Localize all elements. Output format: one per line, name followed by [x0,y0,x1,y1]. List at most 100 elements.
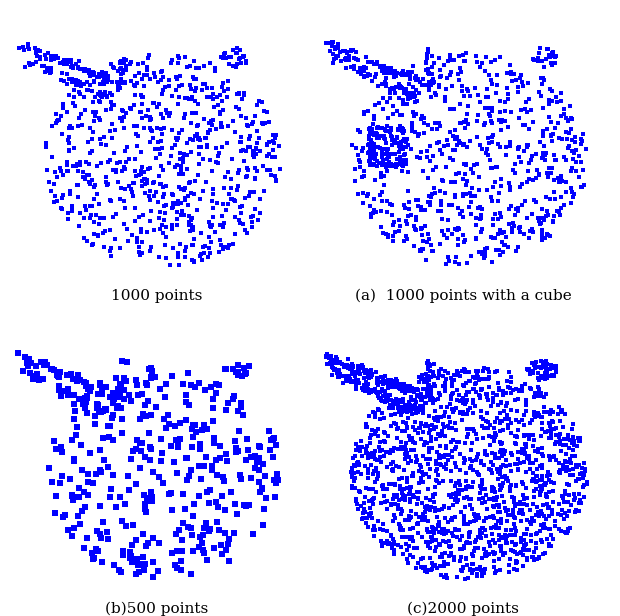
Point [18,366,28,376]
Point [501,455,511,464]
Point [73,62,83,71]
Point [524,454,534,464]
Point [505,367,515,377]
Point [83,477,93,487]
Point [441,233,451,243]
Point [181,397,191,407]
Point [497,482,507,492]
Point [206,116,216,126]
Point [510,548,520,557]
Point [105,225,115,235]
Point [331,53,341,63]
Point [239,90,249,100]
Point [422,53,432,63]
Point [221,405,231,415]
Point [365,123,375,132]
Point [73,166,82,176]
Point [538,131,548,141]
Point [389,418,399,428]
Point [425,553,435,563]
Point [448,177,458,187]
Point [417,434,427,444]
Point [459,159,469,169]
Point [394,110,404,120]
Point [519,494,529,504]
Point [513,384,523,394]
Point [520,105,530,115]
Point [436,460,446,470]
Point [549,361,559,371]
Point [479,516,489,525]
Point [334,365,344,375]
Point [82,408,92,418]
Point [461,391,471,400]
Point [365,503,374,513]
Point [510,211,520,221]
Point [469,384,479,394]
Point [465,454,475,464]
Point [430,415,440,424]
Point [539,62,549,72]
Point [406,395,416,405]
Point [125,103,135,113]
Point [72,422,82,432]
Point [135,463,145,472]
Point [536,482,546,492]
Point [472,564,482,574]
Point [395,397,405,407]
Point [386,530,396,540]
Point [186,569,196,579]
Point [68,374,78,384]
Point [229,195,239,205]
Point [401,70,410,79]
Point [533,408,543,418]
Point [328,363,338,373]
Point [231,48,241,58]
Point [472,57,482,67]
Point [538,373,548,383]
Point [550,59,560,68]
Point [448,531,458,541]
Point [455,556,465,565]
Point [156,148,166,158]
Point [89,217,99,227]
Point [164,75,174,84]
Point [402,386,412,396]
Point [528,474,538,484]
Point [254,453,264,463]
Point [58,190,68,200]
Point [136,237,146,247]
Point [208,166,218,176]
Point [423,379,433,389]
Point [461,180,471,190]
Point [544,476,554,485]
Point [500,232,510,241]
Point [534,511,544,521]
Point [193,160,203,169]
Point [394,147,404,157]
Point [435,431,445,440]
Point [569,148,579,158]
Point [492,196,502,206]
Point [372,133,382,143]
Point [510,168,520,177]
Point [510,530,520,540]
Point [465,463,475,473]
Point [518,384,528,394]
Point [547,136,557,146]
Point [509,512,519,522]
Point [238,145,248,155]
Point [397,426,407,436]
Point [567,452,577,461]
Point [412,391,422,401]
Point [347,377,357,387]
Point [39,360,49,370]
Point [337,359,347,369]
Point [458,393,468,403]
Point [38,61,48,71]
Point [537,509,547,519]
Point [270,433,280,443]
Point [410,386,420,395]
Point [117,105,127,115]
Point [155,179,165,189]
